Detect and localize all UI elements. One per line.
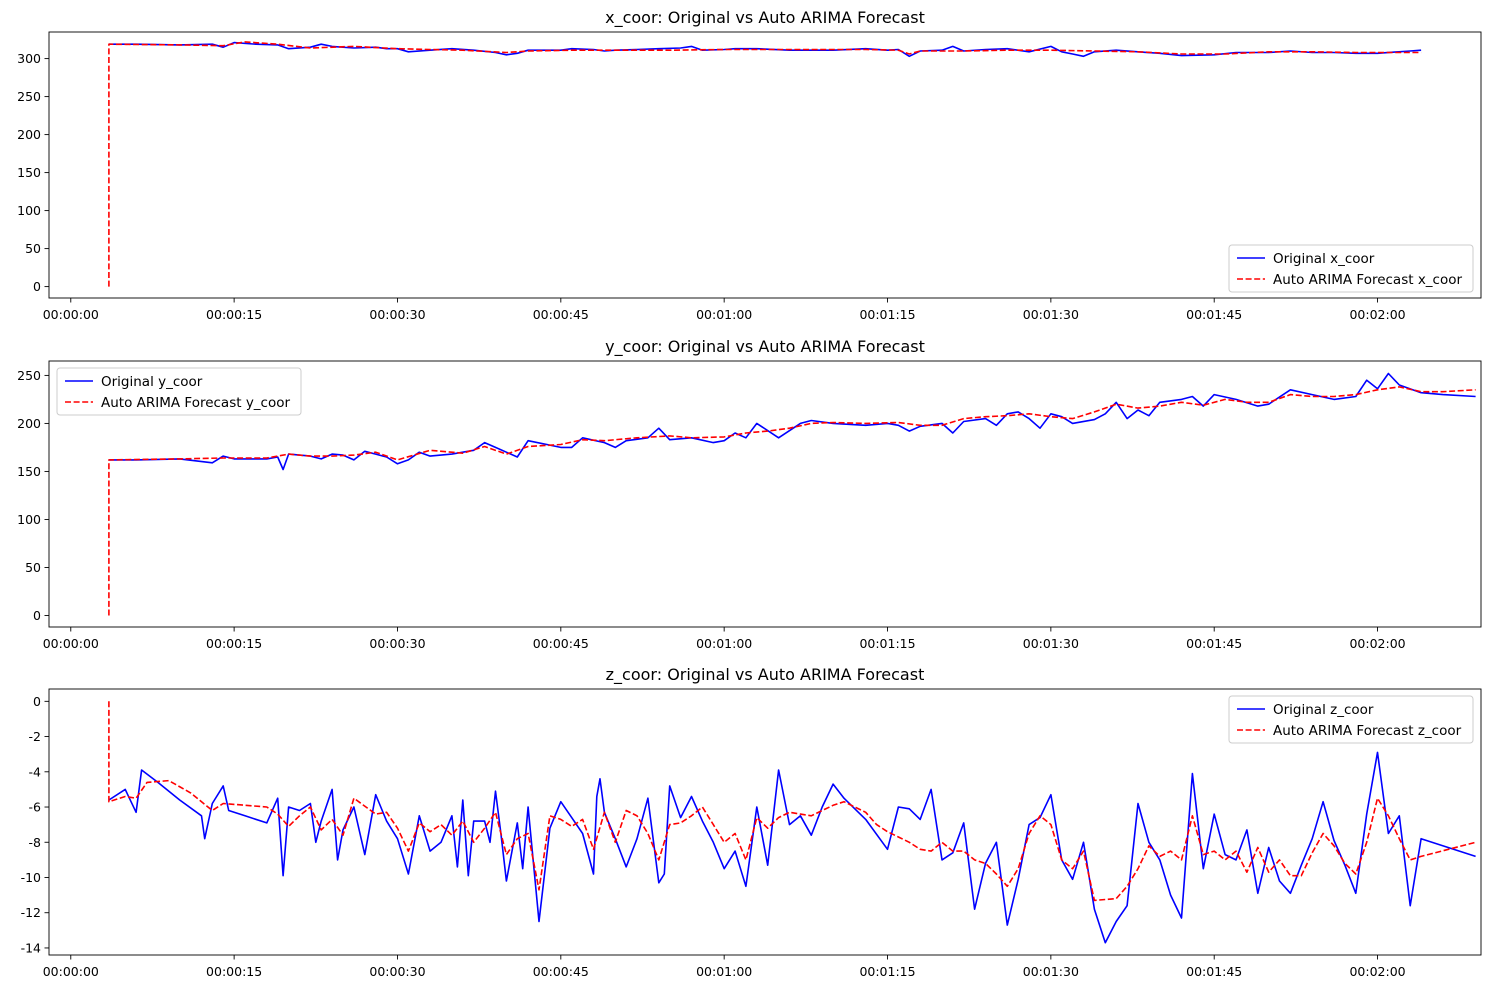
- y-tick-label: 200: [17, 416, 41, 431]
- y-tick-label: 150: [17, 464, 41, 479]
- y-tick-label: -8: [29, 835, 42, 850]
- legend-label: Auto ARIMA Forecast x_coor: [1273, 272, 1463, 288]
- x-tick-label: 00:00:00: [43, 636, 99, 651]
- chart-title: x_coor: Original vs Auto ARIMA Forecast: [605, 8, 925, 28]
- y-tick-label: 150: [17, 165, 41, 180]
- x-tick-label: 00:00:15: [206, 636, 262, 651]
- forecast-series-line: [108, 41, 1422, 287]
- legend-box: [56, 367, 302, 416]
- x-tick-label: 00:00:45: [533, 307, 589, 322]
- forecast-series-line: [108, 386, 1476, 616]
- x-tick-label: 00:00:45: [533, 636, 589, 651]
- axes-frame: [48, 688, 1482, 956]
- x-tick-label: 00:01:45: [1186, 307, 1242, 322]
- y-tick-label: 250: [17, 368, 41, 383]
- legend-box: [1228, 244, 1474, 293]
- y-tick-label: 0: [33, 694, 41, 709]
- x-tick-label: 00:00:45: [533, 964, 589, 979]
- y-tick-label: 100: [17, 512, 41, 527]
- original-series-line: [108, 751, 1476, 944]
- legend: Original x_coor Auto ARIMA Forecast x_coo…: [1228, 244, 1474, 293]
- x-tick-label: 00:00:15: [206, 307, 262, 322]
- x-tick-label: 00:00:00: [43, 307, 99, 322]
- legend-label: Original z_coor: [1273, 702, 1374, 718]
- x-tick-label: 00:01:00: [696, 636, 752, 651]
- forecast-series-line: [108, 701, 1476, 902]
- x-tick-label: 00:01:45: [1186, 964, 1242, 979]
- x-tick-label: 00:01:30: [1023, 964, 1079, 979]
- x-tick-label: 00:01:15: [859, 964, 915, 979]
- x-tick-label: 00:00:30: [369, 636, 425, 651]
- x-tick-label: 00:01:00: [696, 307, 752, 322]
- x-tick-label: 00:02:00: [1349, 964, 1405, 979]
- x-tick-label: 00:00:30: [369, 307, 425, 322]
- y-tick-label: 50: [25, 241, 41, 256]
- y-tick-label: -6: [29, 800, 42, 815]
- legend-label: Original x_coor: [1273, 251, 1375, 267]
- y-coor-panel: y_coor: Original vs Auto ARIMA Forecast …: [17, 337, 1482, 651]
- x-tick-label: 00:01:45: [1186, 636, 1242, 651]
- x-tick-label: 00:02:00: [1349, 636, 1405, 651]
- y-tick-label: 100: [17, 203, 41, 218]
- legend-label: Auto ARIMA Forecast z_coor: [1273, 723, 1462, 739]
- y-tick-label: 50: [25, 560, 41, 575]
- y-tick-label: -10: [21, 870, 41, 885]
- axes-frame: [48, 31, 1482, 299]
- x-tick-label: 00:02:00: [1349, 307, 1405, 322]
- legend-label: Auto ARIMA Forecast y_coor: [101, 395, 291, 411]
- x-tick-label: 00:00:15: [206, 964, 262, 979]
- x-tick-label: 00:01:00: [696, 964, 752, 979]
- legend: Original z_coor Auto ARIMA Forecast z_coo…: [1228, 695, 1474, 744]
- y-tick-label: 250: [17, 89, 41, 104]
- y-tick-label: 0: [33, 608, 41, 623]
- legend-box: [1228, 695, 1474, 744]
- legend-label: Original y_coor: [101, 374, 203, 390]
- y-tick-label: -2: [29, 729, 41, 744]
- x-coor-panel: x_coor: Original vs Auto ARIMA Forecast …: [17, 8, 1482, 322]
- chart-title: z_coor: Original vs Auto ARIMA Forecast: [606, 665, 925, 685]
- x-tick-label: 00:01:30: [1023, 636, 1079, 651]
- x-tick-label: 00:01:15: [859, 307, 915, 322]
- y-tick-label: 300: [17, 51, 41, 66]
- x-tick-label: 00:01:15: [859, 636, 915, 651]
- chart-title: y_coor: Original vs Auto ARIMA Forecast: [605, 337, 925, 357]
- y-tick-label: -12: [21, 905, 41, 920]
- y-tick-label: -4: [29, 764, 42, 779]
- y-tick-label: -14: [21, 940, 41, 955]
- x-tick-label: 00:01:30: [1023, 307, 1079, 322]
- y-tick-label: 200: [17, 127, 41, 142]
- x-tick-label: 00:00:30: [369, 964, 425, 979]
- legend: Original y_coor Auto ARIMA Forecast y_coo…: [56, 367, 302, 416]
- axes-frame: [48, 360, 1482, 628]
- y-tick-label: 0: [33, 279, 41, 294]
- x-tick-label: 00:00:00: [43, 964, 99, 979]
- original-series-line: [108, 372, 1476, 471]
- z-coor-panel: z_coor: Original vs Auto ARIMA Forecast …: [21, 665, 1482, 979]
